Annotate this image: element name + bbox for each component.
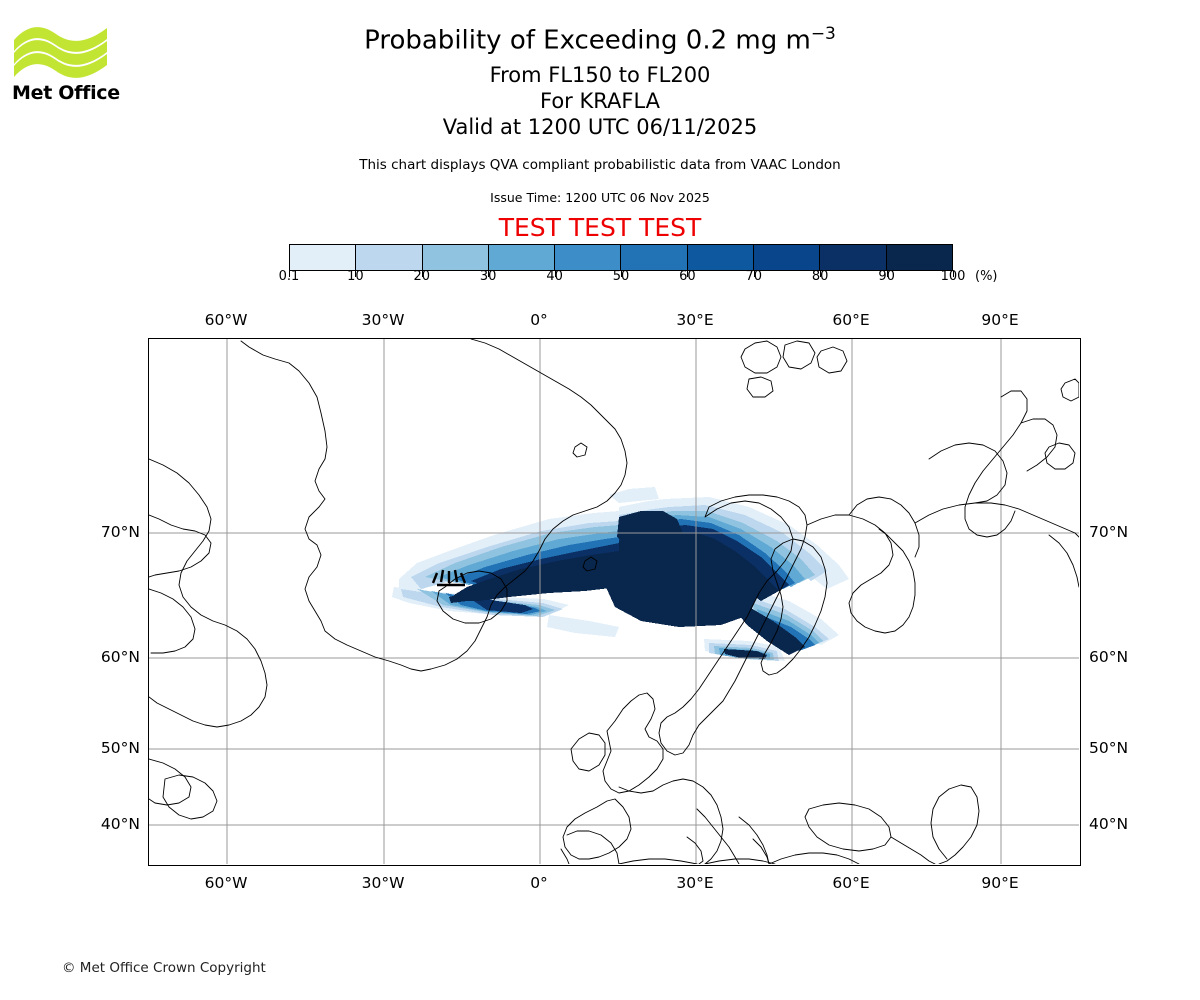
colorbar-swatch-7 xyxy=(753,245,820,270)
page-title-text: Probability of Exceeding 0.2 mg m xyxy=(364,25,811,56)
colorbar-tick-4 xyxy=(554,271,556,277)
colorbar-swatch-4 xyxy=(554,245,621,270)
lon-label-bottom-60°W: 60°W xyxy=(204,874,248,892)
flight-level-subtitle: From FL150 to FL200 xyxy=(489,63,711,87)
volcano-subtitle: For KRAFLA xyxy=(540,89,660,113)
lon-label-top-60°W: 60°W xyxy=(204,311,248,329)
lat-label-right-60°N: 60°N xyxy=(1089,648,1129,666)
lon-label-top-30°E: 30°E xyxy=(676,311,714,329)
issue-time: Issue Time: 1200 UTC 06 Nov 2025 xyxy=(490,190,710,205)
colorbar-swatch-5 xyxy=(620,245,687,270)
colorbar-tick-label-40: 40 xyxy=(546,269,563,284)
colorbar-swatches xyxy=(289,244,953,271)
colorbar-swatch-2 xyxy=(421,245,488,270)
colorbar-tick-label-80: 80 xyxy=(811,269,829,284)
lon-label-top-60°E: 60°E xyxy=(832,311,870,329)
colorbar-tick-label-0.1: 0.1 xyxy=(278,269,300,284)
colorbar-tick-9 xyxy=(886,271,888,277)
colorbar-tick-10 xyxy=(953,271,954,277)
copyright-notice: © Met Office Crown Copyright xyxy=(62,960,266,976)
colorbar-tick-labels: 0.1 10 20 30 40 50 60 70 80 90 100 xyxy=(279,269,966,289)
lat-label-left-50°N: 50°N xyxy=(100,739,140,757)
qva-note: This chart displays QVA compliant probab… xyxy=(359,157,841,173)
lon-label-bottom-0°: 0° xyxy=(530,874,548,892)
lon-label-top-30°W: 30°W xyxy=(361,311,405,329)
lon-label-top-0°: 0° xyxy=(530,311,548,329)
lon-label-bottom-30°E: 30°E xyxy=(676,874,714,892)
colorbar-tick-0 xyxy=(289,271,290,277)
lat-label-left-60°N: 60°N xyxy=(100,648,140,666)
lon-label-top-90°E: 90°E xyxy=(981,311,1019,329)
colorbar-swatch-3 xyxy=(487,245,555,270)
lon-label-bottom-60°E: 60°E xyxy=(832,874,870,892)
colorbar-tick-7 xyxy=(753,271,755,277)
colorbar-swatch-8 xyxy=(819,245,886,270)
met-office-logo-text: Met Office xyxy=(12,82,120,104)
lon-label-bottom-30°W: 30°W xyxy=(361,874,405,892)
page-title: Probability of Exceeding 0.2 mg m−3 xyxy=(150,26,1050,54)
lat-label-right-70°N: 70°N xyxy=(1089,523,1129,541)
colorbar-tick-label-50: 50 xyxy=(612,269,630,284)
valid-time-subtitle: Valid at 1200 UTC 06/11/2025 xyxy=(442,115,758,139)
colorbar-tick-2 xyxy=(421,271,423,277)
colorbar-tick-3 xyxy=(488,271,490,277)
test-banner: TEST TEST TEST xyxy=(498,213,702,242)
lat-label-left-40°N: 40°N xyxy=(100,815,140,833)
colorbar-tick-label-100: 100 xyxy=(940,269,966,284)
probability-colorbar xyxy=(289,244,953,271)
colorbar-tick-1 xyxy=(355,271,357,277)
map-canvas xyxy=(148,338,1081,866)
colorbar-unit-label: (%) xyxy=(975,269,998,284)
colorbar-ticks xyxy=(289,271,954,289)
map-gridlines xyxy=(149,339,1079,864)
colorbar-tick-label-30: 30 xyxy=(479,269,497,284)
colorbar-tick-8 xyxy=(820,271,822,277)
map-graphic xyxy=(149,339,1079,864)
met-office-wave-icon xyxy=(14,27,107,78)
colorbar-swatch-0 xyxy=(290,245,356,270)
colorbar-tick-label-60: 60 xyxy=(679,269,696,284)
colorbar-tick-label-70: 70 xyxy=(745,269,763,284)
colorbar-tick-label-20: 20 xyxy=(413,269,431,284)
lon-label-bottom-90°E: 90°E xyxy=(981,874,1019,892)
page-title-exponent: −3 xyxy=(810,24,836,44)
met-office-logo: Met Office xyxy=(12,20,122,115)
colorbar-swatch-9 xyxy=(885,245,952,270)
volcano-source-marker xyxy=(431,569,467,587)
colorbar-tick-label-10: 10 xyxy=(347,269,364,284)
lat-label-right-40°N: 40°N xyxy=(1089,815,1129,833)
colorbar-swatch-1 xyxy=(355,245,422,270)
lat-label-right-50°N: 50°N xyxy=(1089,739,1129,757)
lat-label-left-70°N: 70°N xyxy=(100,523,140,541)
coastlines-layer xyxy=(149,339,1079,864)
colorbar-tick-6 xyxy=(687,271,689,277)
colorbar-swatch-6 xyxy=(686,245,754,270)
colorbar-tick-label-90: 90 xyxy=(878,269,895,284)
colorbar-tick-5 xyxy=(621,271,622,277)
